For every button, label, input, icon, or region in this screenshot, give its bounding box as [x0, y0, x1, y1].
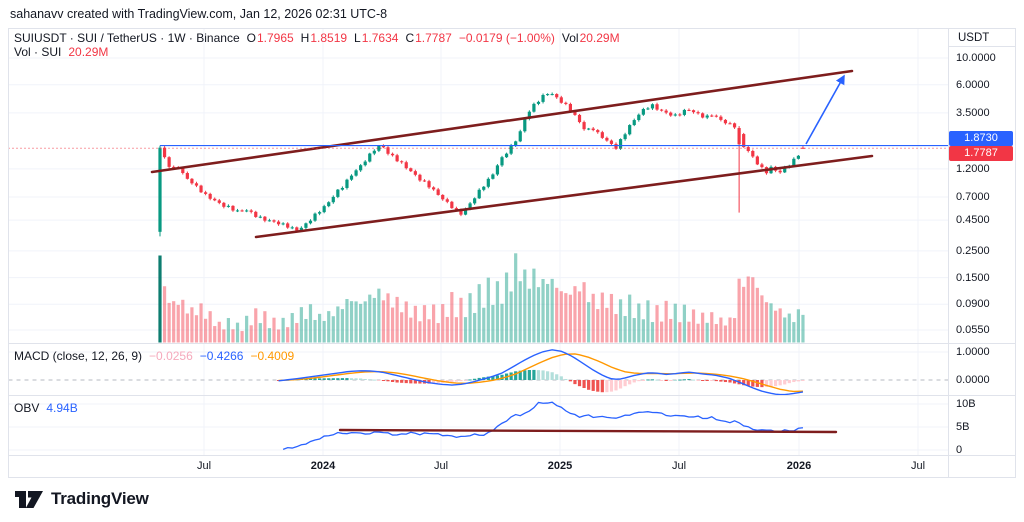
macd-signal-value: −0.4009	[250, 349, 295, 363]
symbol-title[interactable]: SUIUSDT · SUI / TetherUS · 1W · Binance	[14, 31, 240, 45]
macd-line	[278, 349, 804, 396]
obv-pane	[282, 401, 838, 450]
high-value: 1.8519	[310, 31, 348, 45]
change-value: −0.0179 (−1.00%)	[458, 31, 555, 45]
time-tick: 2024	[310, 460, 336, 472]
time-tick: Jul	[433, 460, 449, 472]
obv-legend: OBV 4.94B	[14, 401, 78, 415]
price-tick: 0.2500	[956, 244, 990, 257]
price-tick: 6.0000	[956, 78, 990, 91]
low-label: L	[354, 31, 361, 45]
obv-trendline[interactable]	[338, 428, 838, 434]
tradingview-logo[interactable]: TradingView	[14, 487, 149, 511]
macd-line-value: −0.4266	[199, 349, 244, 363]
price-scale-currency: USDT	[958, 32, 990, 44]
candles	[158, 92, 805, 237]
macd-legend: MACD (close, 12, 26, 9) −0.0256 −0.4266 …	[14, 349, 294, 363]
price-tick: 3.5000	[956, 106, 990, 119]
volume-study-title[interactable]: Vol · SUI	[14, 45, 62, 59]
obv-line	[282, 401, 804, 450]
time-tick: Jul	[671, 460, 687, 472]
volume-bars	[158, 253, 805, 343]
close-label: C	[405, 31, 415, 45]
macd-title[interactable]: MACD (close, 12, 26, 9)	[14, 349, 143, 363]
volume-legend: Vol · SUI 20.29M	[14, 45, 108, 59]
macd-pane	[276, 349, 805, 396]
price-tick: 0.7000	[956, 191, 990, 204]
attribution-text: sahanavv created with TradingView.com, J…	[10, 7, 388, 21]
volume-study-value: 20.29M	[68, 45, 109, 59]
obv-tick: 10B	[956, 398, 976, 410]
obv-tick: 0	[956, 444, 963, 456]
time-tick: Jul	[910, 460, 926, 472]
volume-value: 20.29M	[579, 31, 620, 45]
macd-histogram-value: −0.0256	[149, 349, 193, 363]
volume-label: Vol	[561, 31, 579, 45]
channel-upper-line[interactable]	[150, 69, 854, 174]
pane-frame	[8, 28, 1016, 478]
macd-tick: 0.0000	[956, 374, 990, 386]
price-tick: 0.0900	[956, 298, 990, 311]
close-value: 1.7787	[415, 31, 452, 45]
time-tick: 2026	[786, 460, 812, 472]
projection-arrow[interactable]	[805, 74, 845, 145]
obv-value: 4.94B	[46, 401, 78, 415]
price-tick: 0.1500	[956, 271, 990, 284]
price-tick: 0.4500	[956, 214, 990, 227]
open-value: 1.7965	[256, 31, 294, 45]
tradingview-logo-icon	[15, 491, 43, 508]
price-tick: 0.0550	[956, 324, 990, 337]
macd-tick: 1.0000	[956, 346, 990, 358]
gridlines	[8, 28, 949, 456]
channel-lower-line[interactable]	[254, 154, 874, 239]
open-label: O	[246, 31, 256, 45]
time-tick: 2025	[547, 460, 573, 472]
price-badge-last: 1.7787	[949, 146, 1013, 161]
macd-signal-line	[278, 353, 803, 393]
low-value: 1.7634	[361, 31, 399, 45]
obv-title[interactable]: OBV	[14, 401, 40, 415]
time-tick: Jul	[196, 460, 212, 472]
price-tick: 1.2000	[956, 162, 990, 175]
obv-tick: 5B	[956, 421, 970, 433]
main-legend: SUIUSDT · SUI / TetherUS · 1W · Binance …	[14, 31, 620, 45]
price-tick: 10.0000	[956, 52, 996, 64]
high-label: H	[300, 31, 310, 45]
tradingview-wordmark: TradingView	[51, 489, 149, 508]
drawing-tools[interactable]	[8, 69, 949, 239]
price-badge-ray: 1.8730	[949, 131, 1013, 146]
